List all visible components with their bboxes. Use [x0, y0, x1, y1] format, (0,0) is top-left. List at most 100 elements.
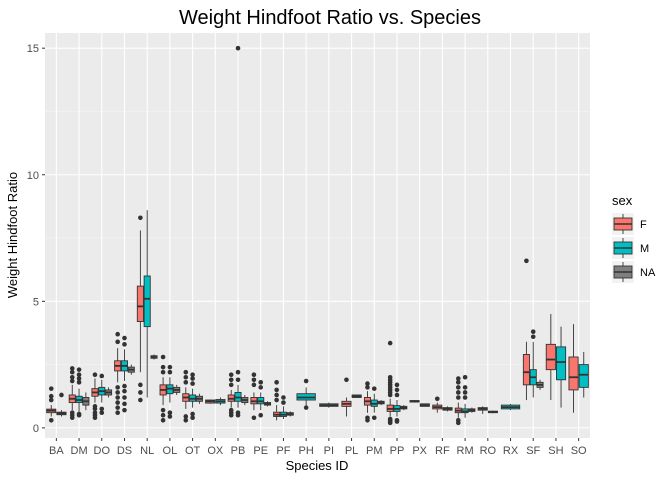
outlier-point — [138, 390, 143, 395]
outlier-point — [115, 405, 120, 410]
outlier-point — [69, 366, 75, 371]
legend-label: M — [640, 243, 649, 255]
outlier-point — [371, 415, 377, 421]
box-ba-na — [56, 392, 67, 417]
outlier-point — [115, 339, 120, 345]
outlier-point — [122, 383, 127, 389]
outlier-point — [115, 410, 120, 415]
outlier-point — [274, 387, 279, 393]
box-do-m — [98, 373, 106, 415]
outlier-point — [274, 397, 279, 403]
outlier-point — [122, 335, 127, 341]
outlier-point — [69, 374, 75, 380]
box-nl-na — [150, 354, 158, 360]
outlier-point — [190, 411, 195, 417]
legend-item-na: NA — [612, 261, 656, 283]
outlier-point — [48, 386, 54, 391]
outlier-point — [394, 417, 400, 423]
outlier-point — [167, 364, 173, 370]
box-pf-f — [273, 380, 281, 421]
outlier-point — [274, 380, 279, 385]
box-rm-na — [468, 407, 476, 413]
box-dm-m — [75, 367, 83, 418]
x-tick-label-sh: SH — [548, 445, 563, 457]
box-nl-f — [136, 215, 144, 403]
outlier-point — [303, 378, 309, 384]
x-tick-label-ol: OL — [163, 445, 178, 457]
outlier-point — [303, 405, 309, 410]
outlier-point — [365, 381, 370, 386]
outlier-point — [115, 385, 120, 390]
outlier-point — [160, 407, 166, 413]
outlier-point — [122, 342, 127, 347]
outlier-point — [183, 414, 189, 419]
outlier-point — [92, 372, 98, 378]
x-tick-label-pl: PL — [345, 445, 358, 457]
legend: sex FM NA — [612, 193, 656, 283]
y-tick-label: 15 — [27, 43, 39, 55]
boxes — [46, 45, 589, 426]
box-rf-f — [432, 396, 443, 413]
outlier-point — [76, 380, 82, 385]
box-rm-f — [454, 376, 462, 426]
box-ds-m — [120, 335, 128, 413]
box-pm-na — [377, 400, 385, 406]
box-rx-m — [500, 403, 521, 411]
box-iqr — [568, 356, 579, 391]
x-tick-label-pe: PE — [253, 445, 268, 457]
outlier-point — [115, 400, 120, 405]
outlier-point — [183, 374, 189, 380]
box-do-na — [105, 387, 113, 398]
y-axis: 0 5 10 15 — [27, 43, 45, 435]
outlier-point — [387, 374, 393, 380]
legend-item-m: M — [612, 237, 649, 259]
x-tick-label-ro: RO — [480, 445, 497, 457]
outlier-point — [394, 392, 400, 398]
box-sh-f — [545, 313, 556, 401]
outlier-point — [183, 417, 189, 423]
box-pp-f — [386, 340, 394, 426]
box-sh-m — [555, 326, 567, 408]
x-tick-label-so: SO — [571, 445, 587, 457]
box-pb-m — [234, 45, 242, 418]
outlier-point — [365, 415, 370, 421]
outlier-point — [235, 410, 241, 415]
outlier-point — [530, 334, 536, 340]
outlier-point — [160, 412, 166, 418]
outlier-point — [258, 380, 264, 385]
outlier-point — [190, 372, 195, 378]
box-rf-na — [442, 406, 453, 412]
box-ds-na — [127, 364, 135, 375]
outlier-point — [281, 395, 286, 400]
box-iqr — [555, 346, 567, 381]
outlier-point — [258, 412, 264, 418]
box-pp-na — [400, 405, 408, 411]
box-pe-f — [250, 372, 258, 421]
box-iqr — [578, 364, 589, 388]
outlier-point — [228, 382, 234, 388]
outlier-point — [387, 416, 393, 422]
outlier-point — [251, 372, 257, 378]
outlier-point — [160, 369, 166, 375]
box-ox-m — [215, 397, 226, 406]
legend-label: NA — [640, 267, 656, 279]
box-so-f — [568, 324, 579, 413]
outlier-point — [365, 385, 370, 390]
outlier-point — [160, 417, 166, 423]
x-axis: BA DM DO DS NL OL OT OX PB PE PF PH PI PL PM PP PX RF RM RO… — [49, 438, 587, 457]
outlier-point — [455, 376, 461, 381]
x-tick-label-ba: BA — [49, 445, 64, 457]
box-pm-m — [370, 386, 378, 421]
outlier-point — [76, 367, 82, 372]
outlier-point — [344, 377, 349, 383]
outlier-point — [122, 407, 127, 413]
outlier-point — [455, 417, 461, 423]
box-pi-m — [319, 402, 339, 408]
box-iqr — [143, 275, 151, 328]
box-pp-m — [393, 382, 401, 424]
outlier-point — [251, 382, 257, 388]
outlier-point — [251, 415, 257, 421]
x-tick-label-pi: PI — [324, 445, 334, 457]
x-tick-label-px: PX — [412, 445, 427, 457]
x-tick-label-ph: PH — [299, 445, 314, 457]
